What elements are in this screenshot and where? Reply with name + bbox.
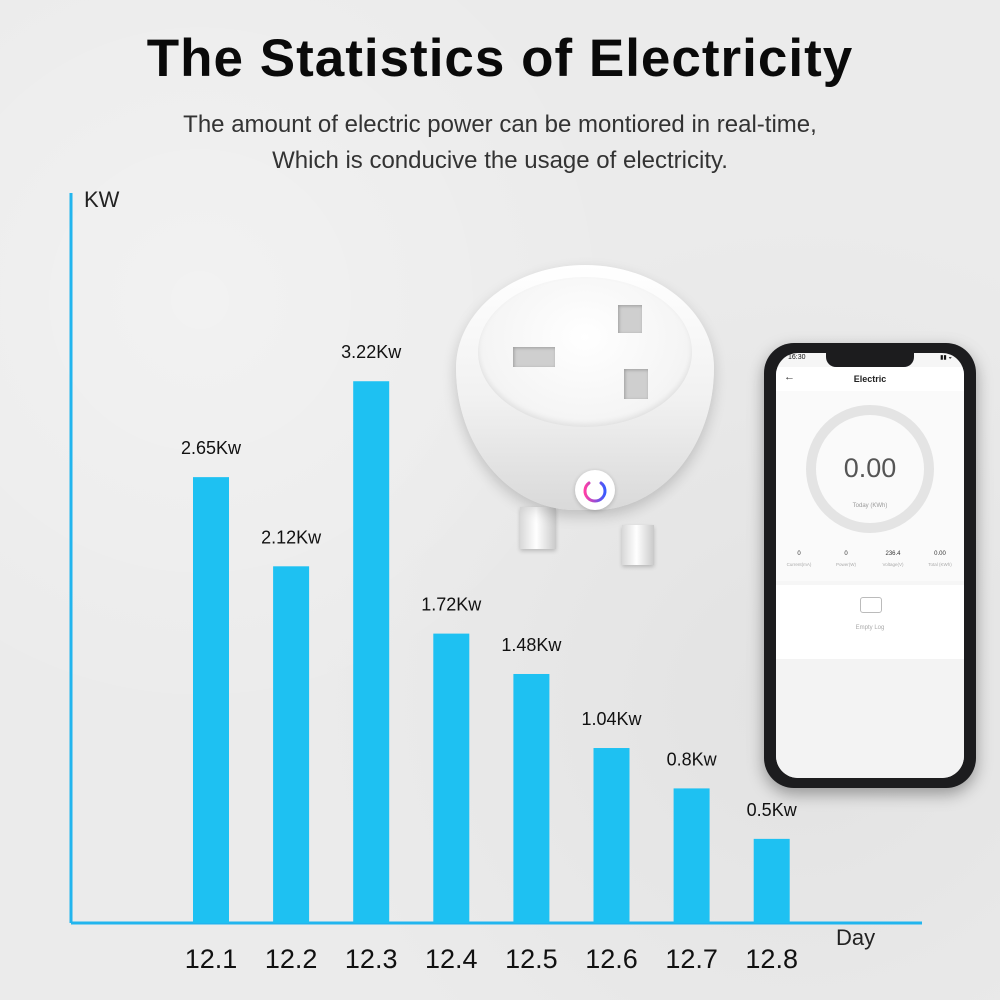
socket-hole-top xyxy=(618,305,642,333)
data-label-12.7: 0.8Kw xyxy=(667,749,718,769)
metric-value: 0 xyxy=(797,551,801,557)
metric-power: 0 Power(W) xyxy=(823,551,869,567)
metric-label: Voltage(V) xyxy=(882,562,904,567)
subtitle-line-2: Which is conducive the usage of electric… xyxy=(272,147,728,174)
data-label-12.3: 3.22Kw xyxy=(341,342,402,362)
plug-pin-right xyxy=(622,525,654,565)
x-tick-label-12.3: 12.3 xyxy=(345,944,398,974)
x-tick-label-12.4: 12.4 xyxy=(425,944,478,974)
data-label-12.6: 1.04Kw xyxy=(581,709,642,729)
smart-plug-image xyxy=(450,245,720,575)
data-label-12.1: 2.65Kw xyxy=(181,438,242,458)
x-tick-label-12.7: 12.7 xyxy=(665,944,718,974)
empty-log-icon xyxy=(860,597,882,613)
subtitle-line-1: The amount of electric power can be mont… xyxy=(183,111,817,138)
phone-mockup: 16:30 ▮▮ ◒ ← Electric 0.00 Today (KWh) 0… xyxy=(764,343,976,788)
phone-screen: 16:30 ▮▮ ◒ ← Electric 0.00 Today (KWh) 0… xyxy=(776,353,964,778)
plug-body xyxy=(456,265,714,510)
bar-12.6 xyxy=(593,748,630,923)
bar-12.1 xyxy=(193,477,229,923)
energy-gauge: 0.00 Today (KWh) 0 Current(mA) 0 Power(W… xyxy=(776,391,964,581)
metric-current: 0 Current(mA) xyxy=(776,551,822,567)
x-axis-label: Day xyxy=(836,925,875,950)
status-icons: ▮▮ ◒ xyxy=(940,355,952,361)
metric-label: Current(mA) xyxy=(786,562,812,567)
gauge-ring xyxy=(806,405,934,533)
app-header: ← Electric xyxy=(776,367,964,391)
metrics-row: 0 Current(mA) 0 Power(W) 236.4 Voltage(V… xyxy=(776,551,964,585)
x-tick-label-12.1: 12.1 xyxy=(185,944,238,974)
plug-pin-left xyxy=(520,507,556,549)
power-logo-icon xyxy=(575,470,615,510)
metric-total: 0.00 Total (KWh) xyxy=(917,551,963,567)
phone-notch xyxy=(826,353,914,367)
metric-value: 0 xyxy=(844,551,848,557)
metric-label: Total (KWh) xyxy=(928,562,952,567)
metric-value: 0.00 xyxy=(934,551,946,557)
gauge-label: Today (KWh) xyxy=(852,503,888,509)
status-time: 16:30 xyxy=(788,354,806,361)
bar-12.3 xyxy=(353,381,390,923)
app-title: Electric xyxy=(853,374,887,384)
bar-12.8 xyxy=(753,838,790,923)
x-tick-label-12.6: 12.6 xyxy=(585,944,638,974)
data-label-12.5: 1.48Kw xyxy=(501,635,562,655)
phone-bottom-area xyxy=(776,659,964,778)
bar-12.2 xyxy=(273,566,310,923)
y-axis-label: KW xyxy=(84,187,120,212)
data-label-12.8: 0.5Kw xyxy=(747,800,798,820)
x-tick-label-12.2: 12.2 xyxy=(265,944,318,974)
data-label-12.2: 2.12Kw xyxy=(261,527,322,547)
plug-face xyxy=(478,277,692,427)
bar-12.4 xyxy=(433,633,470,923)
metric-value: 236.4 xyxy=(885,551,901,557)
log-card: Empty Log xyxy=(776,585,964,659)
socket-hole-bottom xyxy=(624,369,648,399)
data-label-12.4: 1.72Kw xyxy=(421,595,482,615)
log-text: Empty Log xyxy=(855,625,885,631)
x-tick-label-12.8: 12.8 xyxy=(745,944,798,974)
metric-label: Power(W) xyxy=(836,562,856,567)
back-arrow-icon[interactable]: ← xyxy=(784,371,795,383)
gauge-value: 0.00 xyxy=(843,453,897,483)
page-title: The Statistics of Electricity xyxy=(146,29,854,88)
x-tick-label-12.5: 12.5 xyxy=(505,944,558,974)
metric-voltage: 236.4 Voltage(V) xyxy=(870,551,916,567)
socket-hole-earth xyxy=(513,347,555,367)
bar-12.7 xyxy=(673,788,710,923)
bar-12.5 xyxy=(513,673,550,923)
